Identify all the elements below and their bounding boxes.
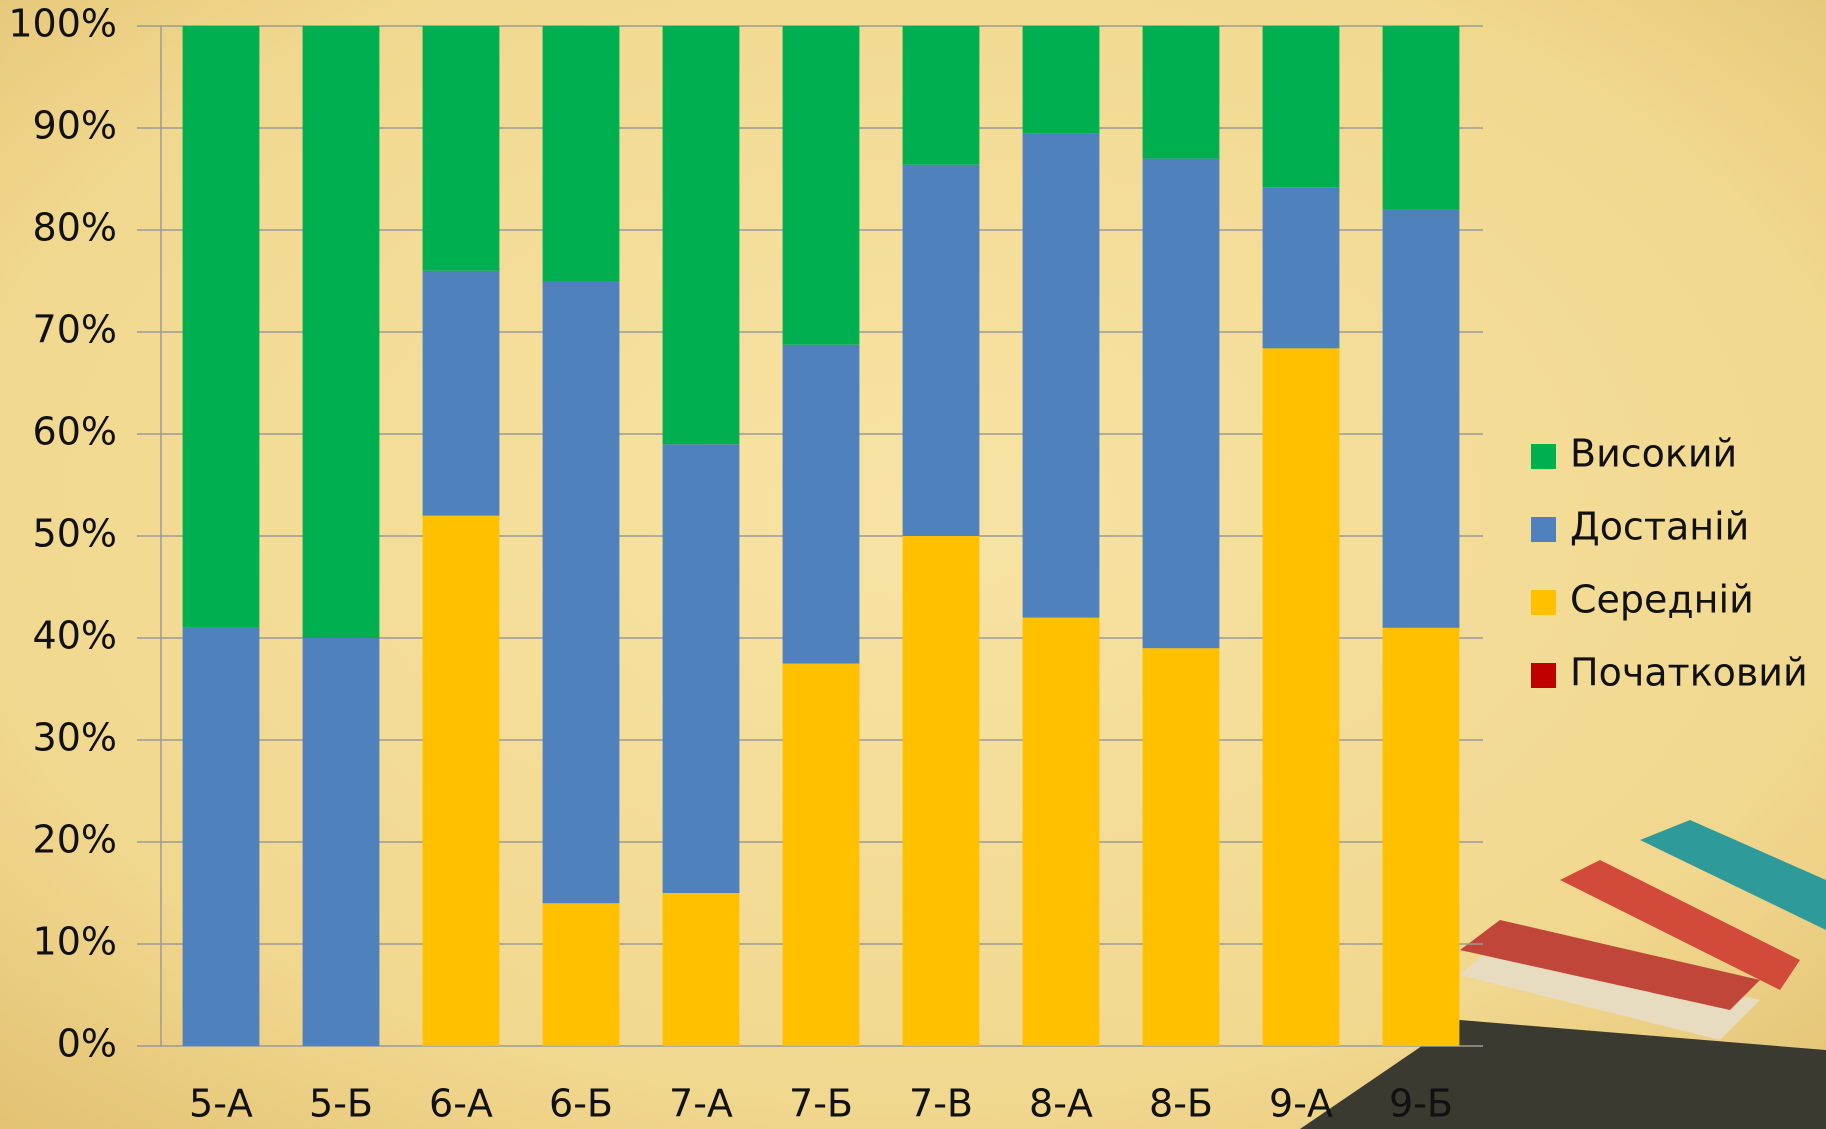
- bar-segment: [1382, 627, 1460, 1046]
- bar-segment: [422, 26, 500, 271]
- x-tick-label: 5-А: [189, 1082, 253, 1126]
- x-tick-label: 7-В: [909, 1082, 973, 1126]
- x-tick-label: 9-Б: [1389, 1082, 1453, 1126]
- y-tick-label: 30%: [33, 716, 117, 760]
- x-tick-label: 9-А: [1269, 1082, 1333, 1126]
- bar-segment: [422, 270, 500, 516]
- bar-segment: [1022, 26, 1100, 134]
- bar-segment: [182, 26, 260, 628]
- bar-segment: [902, 26, 980, 165]
- legend-label: Початковий: [1570, 651, 1808, 695]
- x-tick-label: 8-Б: [1149, 1082, 1213, 1126]
- legend-label: Високий: [1570, 432, 1737, 476]
- bar-segment: [1382, 26, 1460, 210]
- bar-segment: [542, 903, 620, 1046]
- bar-segment: [302, 26, 380, 638]
- y-tick-label: 50%: [33, 512, 117, 556]
- y-tick-label: 100%: [8, 2, 117, 46]
- y-tick-label: 70%: [33, 308, 117, 352]
- y-tick-label: 40%: [33, 614, 117, 658]
- bar-segment: [542, 26, 620, 281]
- bar-segment: [422, 515, 500, 1046]
- bar-segment: [1262, 26, 1340, 188]
- bar-segment: [1142, 26, 1220, 159]
- y-tick-label: 20%: [33, 818, 117, 862]
- y-tick-label: 80%: [33, 206, 117, 250]
- bar-segment: [1022, 133, 1100, 618]
- bar-segment: [782, 344, 860, 664]
- bar-segment: [1262, 348, 1340, 1046]
- books-decoration: [1300, 820, 1826, 1129]
- bar-segment: [542, 281, 620, 904]
- x-tick-label: 6-Б: [549, 1082, 613, 1126]
- legend-swatch: [1531, 444, 1556, 469]
- y-tick-label: 10%: [33, 920, 117, 964]
- bar-segment: [662, 444, 740, 893]
- x-tick-label: 5-Б: [309, 1082, 373, 1126]
- x-tick-label: 6-А: [429, 1082, 493, 1126]
- bar-segment: [902, 164, 980, 536]
- legend-swatch: [1531, 663, 1556, 688]
- bar-segment: [782, 663, 860, 1046]
- legend-swatch: [1531, 590, 1556, 615]
- bar-segment: [902, 536, 980, 1046]
- y-tick-label: 90%: [33, 104, 117, 148]
- legend-label: Достаній: [1570, 505, 1749, 549]
- bar-segment: [782, 26, 860, 345]
- legend-label: Середній: [1570, 578, 1754, 622]
- bar-segment: [302, 638, 380, 1046]
- y-tick-label: 0%: [57, 1022, 117, 1066]
- bar-segment: [662, 893, 740, 1046]
- bar-segment: [1022, 617, 1100, 1046]
- x-tick-label: 7-Б: [789, 1082, 853, 1126]
- bar-segment: [1142, 158, 1220, 649]
- bar-segment: [1262, 187, 1340, 349]
- x-tick-label: 8-А: [1029, 1082, 1093, 1126]
- y-tick-label: 60%: [33, 410, 117, 454]
- bar-segment: [662, 26, 740, 445]
- x-tick-label: 7-А: [669, 1082, 733, 1126]
- legend-swatch: [1531, 517, 1556, 542]
- bar-segment: [1142, 648, 1220, 1046]
- bar-segment: [1382, 209, 1460, 628]
- bar-segment: [182, 627, 260, 1046]
